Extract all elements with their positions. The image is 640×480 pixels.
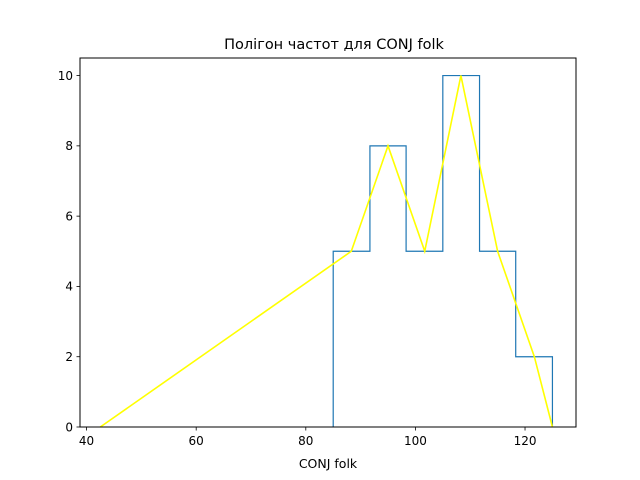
y-tick-label: 8 <box>65 139 73 153</box>
x-tick-label: 40 <box>79 434 94 448</box>
plot-area <box>99 74 554 428</box>
histogram-bar <box>516 357 553 427</box>
y-tick-label: 10 <box>58 69 73 83</box>
histogram-bar <box>443 76 480 427</box>
x-axis-ticks: 40 60 80 100 120 <box>79 427 537 448</box>
x-tick-label: 60 <box>189 434 204 448</box>
histogram-bar <box>480 251 516 427</box>
y-axis-ticks: 0 2 4 6 8 10 <box>58 69 80 434</box>
histogram-outline <box>332 74 554 427</box>
histogram-bar <box>370 146 406 427</box>
x-axis-label: CONJ folk <box>299 456 358 471</box>
y-tick-label: 2 <box>65 350 73 364</box>
x-tick-label: 80 <box>298 434 313 448</box>
y-tick-label: 6 <box>65 209 73 223</box>
histogram-bar <box>406 251 443 427</box>
histogram-bar <box>333 251 370 427</box>
x-tick-label: 100 <box>404 434 427 448</box>
frequency-polygon-line <box>99 75 554 428</box>
y-tick-label: 0 <box>65 420 73 434</box>
x-tick-label: 120 <box>514 434 537 448</box>
chart-title: Полігон частот для CONJ folk <box>224 37 444 53</box>
axes-frame <box>79 57 577 428</box>
y-tick-label: 4 <box>65 280 73 294</box>
